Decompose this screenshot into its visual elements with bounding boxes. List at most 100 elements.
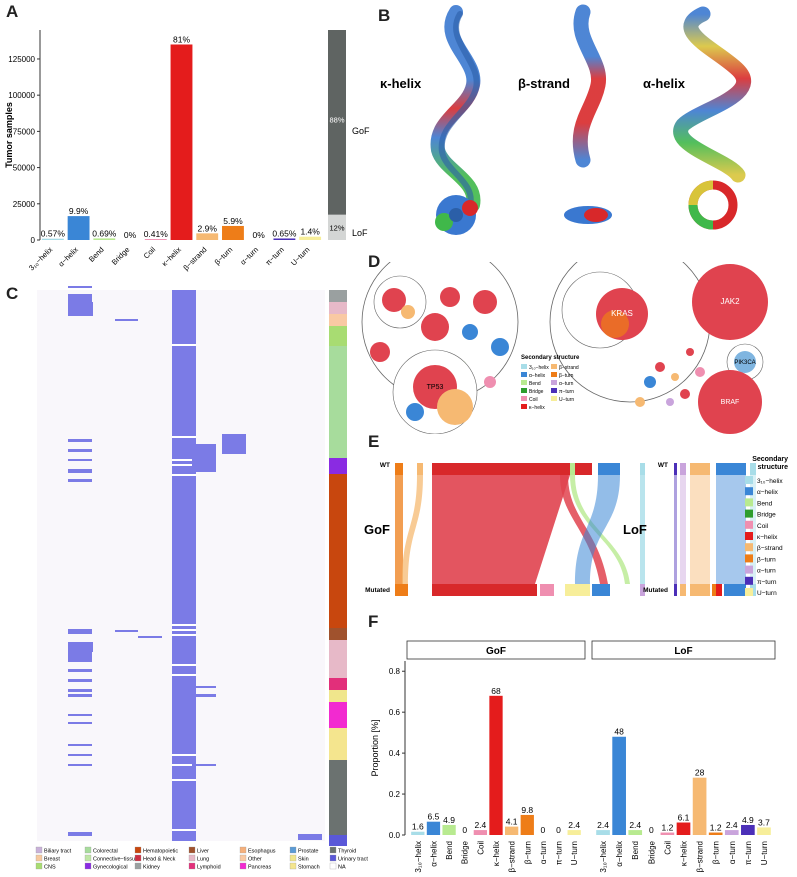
lof-flow <box>690 475 710 584</box>
panel-d-legend-swatch <box>521 380 527 385</box>
gene-tp53: TP53 <box>427 384 444 391</box>
x-tick-label-a: β−strand <box>181 245 208 272</box>
tissue-legend-label: Lung <box>197 857 209 863</box>
x-tick-label-f: Coil <box>663 841 672 855</box>
panel-e-legend-swatch <box>745 576 753 585</box>
x-tick-label-a: β−turn <box>213 245 235 267</box>
panel-d-legend-swatch <box>521 372 527 377</box>
heatmap-cell <box>68 754 92 756</box>
tissue-legend-label: Thyroid <box>338 849 356 855</box>
heatmap-cell <box>192 764 216 766</box>
heatmap-cell <box>68 479 92 482</box>
lof-wt-node <box>716 463 746 475</box>
braf-bubble <box>698 370 762 434</box>
bar-a <box>93 238 116 240</box>
facet-strip <box>591 640 776 660</box>
heatmap-cell <box>68 764 92 766</box>
panel-d-legend-swatch <box>551 388 557 393</box>
tissue-legend-swatch <box>84 854 92 862</box>
bar-f <box>757 827 771 835</box>
tissue-annotation-segment <box>329 640 347 678</box>
tissue-annotation-segment <box>329 628 347 640</box>
heatmap-cell <box>68 642 93 652</box>
panel-d-legend-label: β−turn <box>559 373 574 379</box>
panel-d-legend-label: 3₁₀−helix <box>529 365 549 371</box>
gof-mutated-node <box>540 584 554 596</box>
lof-share-label: 12% <box>329 223 344 232</box>
heatmap-gap <box>172 634 196 636</box>
x-tick-label-f: β−strand <box>508 841 517 873</box>
panel-e-legend-swatch <box>745 543 753 552</box>
panel-d-legend-label: Bend <box>529 381 541 387</box>
bar-f <box>504 826 519 835</box>
x-tick-label-a: 3₁₀−helix <box>27 245 54 272</box>
bar-label-a: 2.9% <box>198 223 218 233</box>
panel-e-legend-swatch <box>745 476 753 484</box>
x-tick-label-f: β−turn <box>523 841 532 864</box>
bar-label-f: 4.1 <box>506 817 518 827</box>
lof-mutated-label: Mutated <box>643 587 668 594</box>
gene-braf: BRAF <box>721 399 740 406</box>
bar-label-f: 4.9 <box>443 815 455 825</box>
lof-flow <box>750 475 756 584</box>
tissue-annotation-segment <box>329 702 347 728</box>
x-tick-label-a: π−turn <box>264 245 286 267</box>
panel-e-legend-swatch <box>745 532 753 540</box>
heatmap-cell <box>68 722 92 724</box>
gene-jak2: JAK2 <box>720 297 740 306</box>
tissue-legend-label: Gynecological <box>93 865 128 871</box>
y-tick-label-f: 0.4 <box>389 749 401 758</box>
tissue-annotation-segment <box>329 760 347 835</box>
x-tick-label-a: α−helix <box>57 245 81 269</box>
lof-mutated-node <box>716 584 722 596</box>
lof-share-bar <box>328 214 346 240</box>
bar-a <box>170 44 193 240</box>
panel-d-legend-swatch <box>551 372 557 377</box>
bar-a <box>196 233 219 240</box>
bar-label-f: 28 <box>695 768 705 778</box>
x-tick-label-a: Coil <box>142 245 158 261</box>
heatmap-cell <box>68 294 92 304</box>
tissue-legend-label: Hematopoietic <box>143 849 178 855</box>
tissue-legend-label: Prostate <box>298 849 318 855</box>
lof-flow <box>680 475 686 584</box>
heatmap-cell <box>68 669 92 672</box>
heatmap-gap <box>172 459 196 461</box>
y-tick-label-a: 75000 <box>13 127 36 136</box>
bar-f <box>628 830 643 835</box>
heatmap-gap <box>172 829 196 831</box>
tissue-legend-swatch <box>84 862 92 870</box>
panel-b-structures: κ-helix β-strand α-helix <box>380 4 751 235</box>
bar-f <box>411 831 425 835</box>
panel-c-heatmap: Biliary tract Breast CNS Colorectal Connecti… <box>35 286 368 871</box>
bar-label-a: 5.9% <box>223 216 243 226</box>
tissue-legend-swatch <box>188 862 196 870</box>
y-axis-label-a: Tumor samples <box>4 102 14 168</box>
beta-strand-end-view <box>564 206 612 224</box>
x-tick-label-f: α−turn <box>728 841 737 864</box>
heatmap-cell <box>222 434 246 454</box>
gof-wt-node <box>432 463 592 475</box>
bar-f <box>708 832 723 835</box>
tissue-legend-swatch <box>35 854 43 862</box>
tissue-annotation-segment <box>329 458 347 474</box>
tissue-legend-label: Connective−tissue <box>93 857 138 863</box>
lof-mutated-node <box>674 584 677 596</box>
bar-a <box>67 216 90 240</box>
x-tick-label-f: Bend <box>631 841 640 860</box>
x-tick-label-a: Bridge <box>110 245 132 267</box>
bar-label-f: 0 <box>649 825 654 835</box>
tissue-legend-swatch <box>35 862 43 870</box>
tissue-legend-label: Urinary tract <box>338 857 368 863</box>
lof-mutated-node <box>680 584 686 596</box>
bar-f <box>692 777 707 835</box>
bar-label-a: 0.69% <box>92 228 117 238</box>
gof-mutated-node <box>432 584 537 596</box>
panel-label-a: A <box>6 2 19 21</box>
tissue-legend-label: CNS <box>44 865 56 871</box>
heatmap-column-block <box>172 290 196 841</box>
x-tick-label-a: α−turn <box>238 245 260 267</box>
tissue-legend-swatch <box>188 846 196 854</box>
tissue-legend-swatch <box>134 862 142 870</box>
lof-mutated-node <box>712 584 716 596</box>
